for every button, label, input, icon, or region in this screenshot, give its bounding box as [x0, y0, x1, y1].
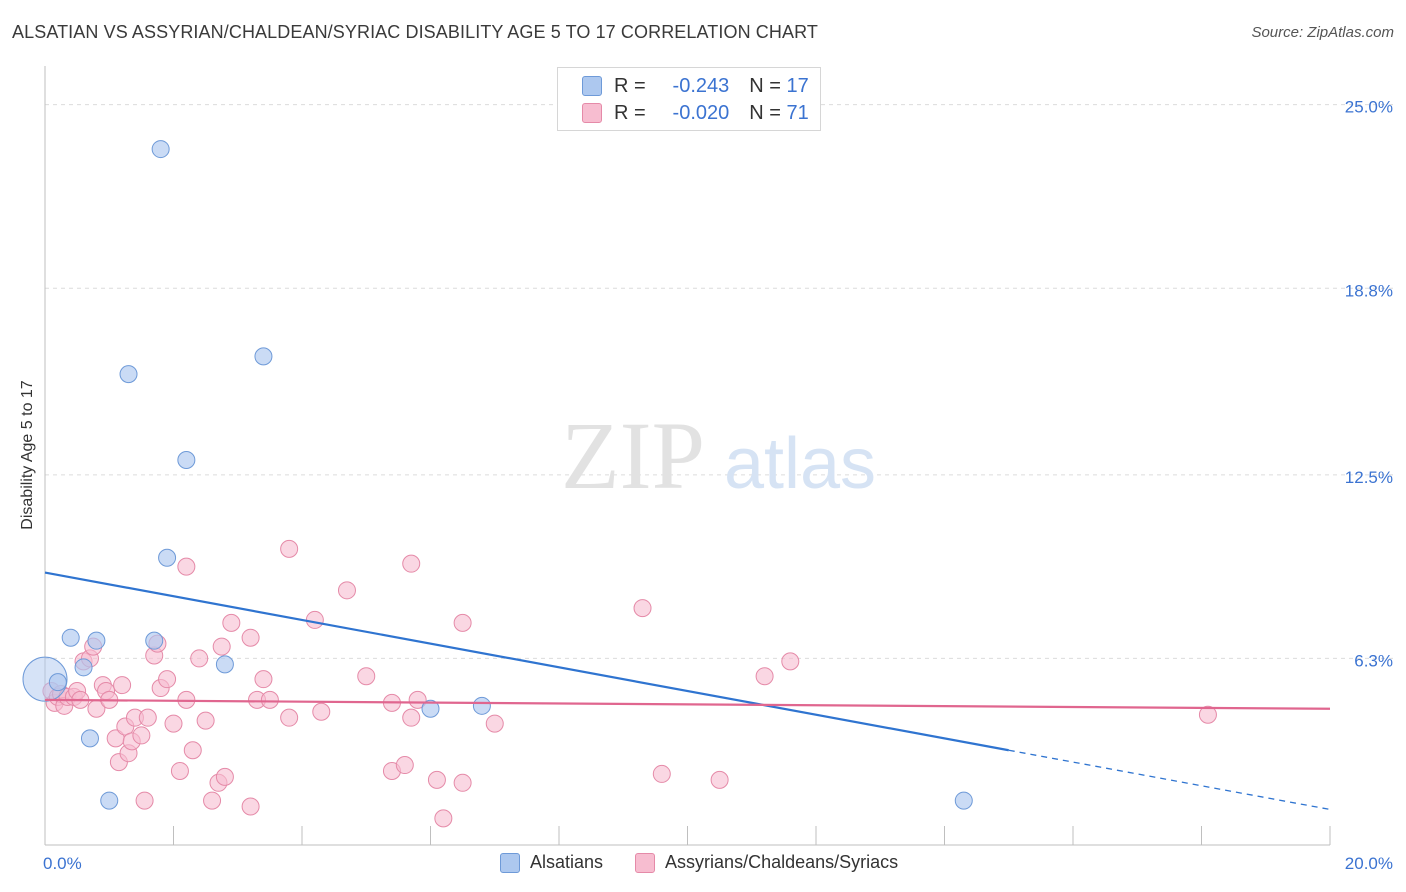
legend-row-alsatians: R = -0.243 N = 17 [582, 73, 809, 99]
watermark: ZIP atlas [561, 402, 876, 509]
legend-r-label: R = [614, 74, 646, 97]
data-point-alsatians [421, 699, 440, 718]
data-point-assyrians [183, 741, 202, 760]
data-point-alsatians [954, 791, 973, 810]
data-point-alsatians [472, 696, 491, 715]
trend-line-alsatians-extrapolated [1008, 749, 1331, 811]
tick-labels: 6.3% 12.5% 18.8% 25.0% 0.0% 20.0% [43, 98, 1393, 873]
data-point-assyrians [164, 714, 183, 733]
legend-label-assyrians: Assyrians/Chaldeans/Syriacs [665, 852, 899, 872]
legend-r-value-2: -0.020 [672, 101, 730, 124]
data-point-alsatians [151, 140, 170, 159]
legend-n-label: N = [749, 74, 781, 97]
legend-label-alsatians: Alsatians [530, 852, 604, 872]
data-point-assyrians [652, 764, 671, 783]
legend-r-label: R = [614, 101, 646, 124]
legend-swatch-assyrians [635, 852, 656, 873]
x-tick-label-min: 0.0% [43, 854, 82, 873]
series-assyrians-points [42, 539, 1217, 828]
data-point-assyrians [427, 770, 446, 789]
watermark-atlas: atlas [724, 424, 876, 504]
data-point-alsatians [119, 365, 138, 384]
data-point-assyrians [434, 809, 453, 828]
source-label: Source: ZipAtlas.com [1251, 24, 1394, 41]
data-point-assyrians [260, 690, 279, 709]
data-point-assyrians [710, 770, 729, 789]
data-point-assyrians [402, 708, 421, 727]
data-point-assyrians [212, 637, 231, 656]
data-point-assyrians [190, 649, 209, 668]
data-point-alsatians [100, 791, 119, 810]
legend-item-alsatians: Alsatians [500, 852, 603, 873]
data-point-alsatians [48, 673, 67, 692]
data-point-assyrians [357, 667, 376, 686]
data-point-assyrians [395, 756, 414, 775]
trend-lines [44, 571, 1331, 811]
series-alsatians-points [22, 140, 973, 810]
data-point-alsatians [87, 631, 106, 650]
data-point-assyrians [337, 581, 356, 600]
data-point-assyrians [158, 670, 177, 689]
legend-r-value-1: -0.243 [672, 74, 730, 97]
data-point-alsatians [158, 548, 177, 567]
y-tick-label: 12.5% [1345, 468, 1393, 487]
data-point-assyrians [203, 791, 222, 810]
axes [44, 66, 1331, 846]
grid-lines [45, 104, 1395, 659]
trend-line-alsatians [44, 571, 1009, 752]
data-point-alsatians [215, 655, 234, 674]
data-point-alsatians [61, 628, 80, 647]
data-point-assyrians [215, 767, 234, 786]
data-point-assyrians [132, 726, 151, 745]
data-point-assyrians [755, 667, 774, 686]
data-point-assyrians [312, 702, 331, 721]
data-point-alsatians [74, 658, 93, 677]
y-tick-label: 18.8% [1345, 281, 1393, 300]
legend-swatch-alsatians [500, 852, 520, 873]
legend-row-assyrians: R = -0.020 N = 71 [582, 100, 809, 126]
correlation-legend: R = -0.243 N = 17 R = -0.020 N = 71 [557, 67, 821, 131]
legend-n-value-1: 17 [786, 74, 809, 97]
data-point-assyrians [280, 708, 299, 727]
data-point-assyrians [241, 628, 260, 647]
legend-swatch-pink [582, 103, 602, 123]
legend-n-value-2: 71 [786, 101, 809, 124]
data-point-alsatians [254, 347, 273, 366]
data-point-assyrians [280, 539, 299, 558]
series-legend: Alsatians Assyrians/Chaldeans/Syriacs [500, 852, 930, 873]
data-point-assyrians [453, 773, 472, 792]
data-point-assyrians [170, 761, 189, 780]
watermark-zip: ZIP [561, 402, 705, 509]
data-point-assyrians [1198, 705, 1217, 724]
trend-line-assyrians [44, 698, 1331, 710]
data-point-assyrians [254, 670, 273, 689]
data-point-assyrians [138, 708, 157, 727]
data-point-alsatians [177, 451, 196, 470]
data-point-alsatians [145, 631, 164, 650]
y-tick-label: 6.3% [1354, 651, 1393, 670]
legend-swatch-blue [582, 76, 602, 96]
data-point-assyrians [135, 791, 154, 810]
data-point-assyrians [408, 690, 427, 709]
data-point-assyrians [485, 714, 504, 733]
data-point-alsatians [80, 729, 99, 748]
data-point-assyrians [781, 652, 800, 671]
data-point-assyrians [633, 599, 652, 618]
legend-n-label: N = [749, 101, 781, 124]
x-tick-label-max: 20.0% [1345, 854, 1393, 873]
data-point-assyrians [305, 610, 324, 629]
data-point-assyrians [177, 557, 196, 576]
data-point-assyrians [113, 676, 132, 695]
chart-title: ALSATIAN VS ASSYRIAN/CHALDEAN/SYRIAC DIS… [12, 22, 818, 42]
data-point-assyrians [222, 613, 241, 632]
y-axis-label: Disability Age 5 to 17 [19, 380, 36, 530]
data-point-assyrians [241, 797, 260, 816]
data-point-assyrians [196, 711, 215, 730]
data-point-assyrians [453, 613, 472, 632]
y-tick-label: 25.0% [1345, 98, 1393, 117]
legend-item-assyrians: Assyrians/Chaldeans/Syriacs [635, 852, 898, 873]
data-point-assyrians [402, 554, 421, 573]
